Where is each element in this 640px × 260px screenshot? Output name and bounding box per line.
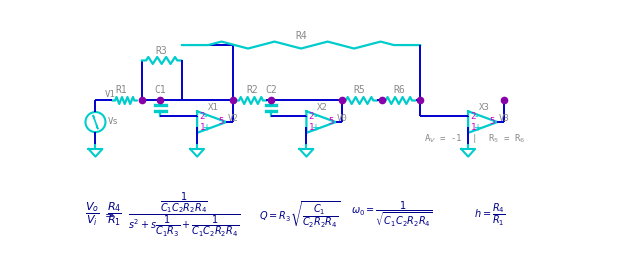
Text: $\dfrac{R_4}{R_1}$: $\dfrac{R_4}{R_1}$ bbox=[107, 201, 122, 228]
Text: 5: 5 bbox=[490, 117, 495, 126]
Text: 5: 5 bbox=[219, 117, 224, 126]
Text: V3: V3 bbox=[499, 114, 509, 122]
Text: R4: R4 bbox=[295, 31, 307, 41]
Text: -: - bbox=[475, 111, 478, 121]
Text: +: + bbox=[472, 123, 481, 133]
Text: R3: R3 bbox=[156, 46, 168, 56]
Text: -: - bbox=[313, 111, 317, 121]
Text: 1: 1 bbox=[470, 123, 476, 132]
Text: 1: 1 bbox=[308, 123, 314, 132]
Text: A$_V$ = -1  |  R$_5$ = R$_6$: A$_V$ = -1 | R$_5$ = R$_6$ bbox=[424, 132, 526, 145]
Text: $=$: $=$ bbox=[102, 210, 114, 219]
Text: X2: X2 bbox=[317, 103, 328, 112]
Text: R2: R2 bbox=[246, 85, 259, 95]
Text: X3: X3 bbox=[479, 103, 490, 112]
Text: C2: C2 bbox=[265, 85, 277, 95]
Text: 1: 1 bbox=[200, 123, 205, 132]
Text: R6: R6 bbox=[393, 85, 404, 95]
Text: 2: 2 bbox=[200, 112, 205, 121]
Text: 5: 5 bbox=[328, 117, 333, 126]
Text: X1: X1 bbox=[208, 103, 219, 112]
Text: C1: C1 bbox=[154, 85, 166, 95]
Text: $\dfrac{V_o}{V_i}$: $\dfrac{V_o}{V_i}$ bbox=[84, 201, 99, 228]
Text: $h = \dfrac{R_4}{R_1}$: $h = \dfrac{R_4}{R_1}$ bbox=[474, 201, 506, 228]
Text: 2: 2 bbox=[470, 112, 476, 121]
Text: 2: 2 bbox=[308, 112, 314, 121]
Text: +: + bbox=[202, 123, 209, 133]
Text: V2: V2 bbox=[228, 114, 239, 122]
Text: V0: V0 bbox=[337, 114, 348, 122]
Text: $Q = R_3\sqrt{\dfrac{C_1}{C_2 R_2 R_4}}$: $Q = R_3\sqrt{\dfrac{C_1}{C_2 R_2 R_4}}$ bbox=[259, 199, 340, 229]
Text: +: + bbox=[311, 123, 319, 133]
Text: V1: V1 bbox=[105, 90, 115, 99]
Text: R5: R5 bbox=[354, 85, 365, 95]
Text: $\dfrac{\dfrac{1}{C_1 C_2 R_2 R_4}}{s^2+s\dfrac{1}{C_1 R_3}+\dfrac{1}{C_1 C_2 R_: $\dfrac{\dfrac{1}{C_1 C_2 R_2 R_4}}{s^2+… bbox=[128, 190, 240, 239]
Text: R1: R1 bbox=[115, 85, 127, 95]
Text: Vs: Vs bbox=[108, 117, 118, 126]
Text: $\omega_0 = \dfrac{1}{\sqrt{C_1 C_2 R_2 R_4}}$: $\omega_0 = \dfrac{1}{\sqrt{C_1 C_2 R_2 … bbox=[351, 200, 433, 229]
Text: -: - bbox=[204, 111, 207, 121]
